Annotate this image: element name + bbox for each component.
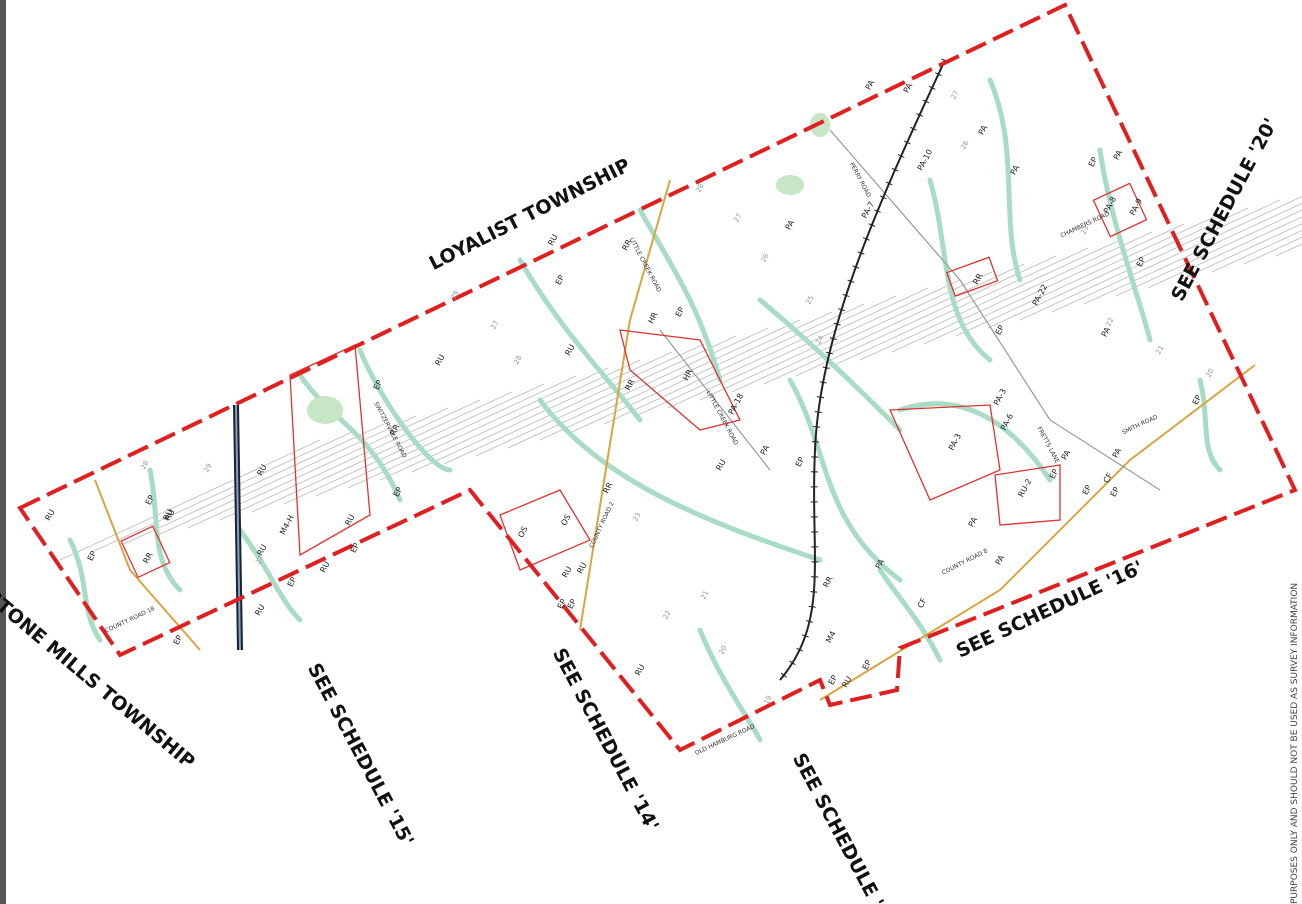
zone-label: EP xyxy=(827,673,840,686)
zone-label: PA xyxy=(1100,325,1113,338)
zone-label: CF xyxy=(1102,471,1115,485)
zone-label: PA xyxy=(977,123,990,136)
zone-label: EP xyxy=(349,541,362,554)
zone-label: PA xyxy=(967,515,980,528)
lot-line xyxy=(987,207,1249,329)
lot-line xyxy=(1179,223,1302,281)
lot-line xyxy=(731,271,993,393)
lot-line xyxy=(699,279,961,401)
zone-label: PA xyxy=(994,553,1007,566)
lot-number: 28 xyxy=(512,354,523,366)
lot-line xyxy=(379,359,641,481)
zone-label: EP xyxy=(1109,485,1122,498)
lot-line xyxy=(347,367,609,489)
zone-label: PA xyxy=(864,78,877,91)
lot-line xyxy=(443,343,705,465)
lot-line xyxy=(1019,199,1281,321)
zone-label: EP xyxy=(1191,393,1204,406)
lot-line xyxy=(411,351,673,473)
zone-label: EP xyxy=(1135,255,1148,268)
lot-line xyxy=(795,255,1057,377)
lot-line xyxy=(635,295,897,417)
zone-label: EP xyxy=(172,633,185,646)
lot-number: 20 xyxy=(717,644,728,656)
woodlots xyxy=(307,113,830,424)
zone-label: EP xyxy=(861,658,874,671)
lot-number: 23 xyxy=(1079,224,1090,236)
zone-label: PA xyxy=(902,81,915,94)
zone-label: EP xyxy=(1081,483,1094,496)
lot-line xyxy=(1211,230,1302,273)
zone-label: EP xyxy=(556,597,569,610)
zone-label: PA xyxy=(874,557,887,570)
lot-line xyxy=(475,335,737,457)
lot-number: 20 xyxy=(1204,367,1215,379)
lot-line xyxy=(1243,236,1302,265)
lot-line xyxy=(315,375,577,497)
zone-label: EP xyxy=(674,305,687,318)
lot-line xyxy=(91,431,353,553)
lot-number: 25 xyxy=(804,294,815,306)
zone-label: EP xyxy=(994,323,1007,336)
lot-number: 26 xyxy=(759,252,771,264)
zone-label: EP xyxy=(286,575,299,588)
zone-label: EP xyxy=(554,273,567,286)
lot-number: 27 xyxy=(949,89,960,101)
lot-number: 27 xyxy=(254,554,265,566)
lot-line xyxy=(923,223,1185,345)
lot-line xyxy=(123,423,385,545)
lot-number: 23 xyxy=(631,511,642,523)
zone-label: EP xyxy=(1048,467,1061,480)
lot-number: 22 xyxy=(661,609,672,621)
lot-line xyxy=(603,303,865,425)
zone-label: EP xyxy=(392,485,405,498)
lot-number: 22 xyxy=(1104,316,1115,328)
zone-label: EP xyxy=(794,455,807,468)
lot-line xyxy=(59,439,321,561)
zone-label: PA xyxy=(1111,446,1124,459)
window-edge xyxy=(0,0,6,904)
lot-number: 29 xyxy=(202,462,213,474)
lot-number: 27 xyxy=(732,212,743,224)
railway xyxy=(779,59,946,681)
lot-line xyxy=(219,399,481,521)
zone-label: CF xyxy=(916,596,929,610)
highway-center xyxy=(235,404,241,651)
zone-label: PA xyxy=(759,443,772,456)
lot-line xyxy=(1115,209,1302,297)
lot-line xyxy=(1051,196,1302,313)
lot-number: 21 xyxy=(1154,344,1165,356)
zone-label: EP xyxy=(566,597,579,610)
lot-number: 26 xyxy=(959,139,971,151)
lot-line xyxy=(763,263,1025,385)
lot-line xyxy=(251,391,513,513)
zone-label: EP xyxy=(86,549,99,562)
zone-label: PA xyxy=(1009,163,1022,176)
lot-line xyxy=(891,231,1153,353)
creeks xyxy=(67,77,1223,743)
zone-label: PA xyxy=(1112,148,1125,161)
zone-label: PA xyxy=(1060,448,1073,461)
lot-line xyxy=(667,287,929,409)
lot-line xyxy=(155,415,417,537)
zone-label: EP xyxy=(1087,155,1100,168)
lot-line xyxy=(859,239,1121,361)
lot-number: 29 xyxy=(449,289,460,301)
lot-number: 27 xyxy=(489,319,500,331)
zone-label: PA xyxy=(784,218,797,231)
lot-number: 21 xyxy=(699,589,710,601)
lot-number: 28 xyxy=(139,459,150,471)
lot-line xyxy=(1083,202,1302,305)
side-note: PURPOSES ONLY AND SHOULD NOT BE USED AS … xyxy=(1290,583,1300,904)
zone-label: EP xyxy=(144,493,157,506)
lot-number: 19 xyxy=(762,694,773,706)
lot-line xyxy=(539,319,801,441)
lot-number: 28 xyxy=(694,182,705,194)
boundary xyxy=(17,2,1298,753)
lot-number: 24 xyxy=(814,334,826,346)
zone-label: EP xyxy=(372,378,385,391)
lot-line xyxy=(507,327,769,449)
